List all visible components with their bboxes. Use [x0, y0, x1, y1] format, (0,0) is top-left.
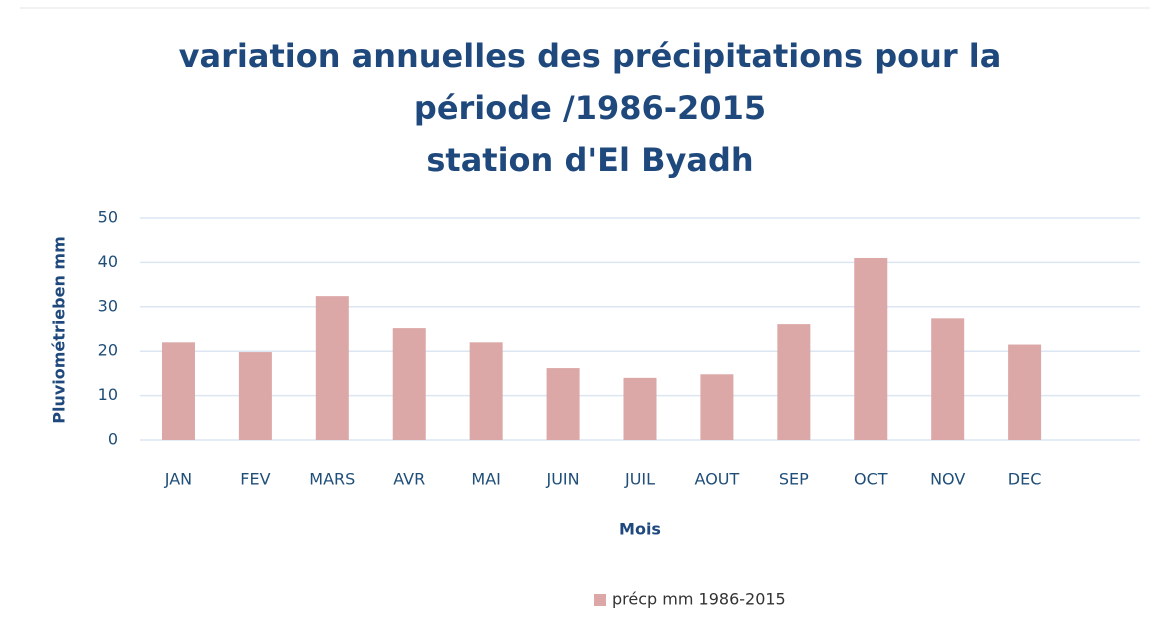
bar [1008, 344, 1042, 440]
x-tick-label: OCT [854, 470, 888, 489]
chart-title: période /1986-2015 [414, 89, 766, 127]
x-tick-label: SEP [779, 470, 809, 489]
bar [392, 328, 426, 440]
y-axis-title: Pluviométrieben mm [50, 236, 69, 424]
bar [161, 342, 195, 440]
y-tick-label: 30 [98, 296, 118, 315]
bar [469, 342, 503, 440]
x-tick-label: JUIL [624, 470, 655, 489]
chart-title: variation annuelles des précipitations p… [179, 37, 1002, 75]
legend-label: précp mm 1986-2015 [612, 590, 786, 609]
bar [623, 377, 657, 440]
x-axis-title: Mois [619, 520, 661, 539]
y-tick-label: 40 [98, 252, 118, 271]
legend-swatch [594, 594, 606, 606]
x-tick-label: MAI [471, 470, 500, 489]
x-tick-label: AVR [393, 470, 425, 489]
bar [546, 368, 580, 440]
bar [315, 296, 349, 440]
x-tick-label: JUIN [546, 470, 580, 489]
y-tick-label: 0 [108, 430, 118, 449]
y-tick-label: 20 [98, 341, 118, 360]
y-tick-label: 10 [98, 385, 118, 404]
x-tick-label: FEV [240, 470, 270, 489]
bar [700, 374, 734, 440]
x-tick-label: JAN [164, 470, 192, 489]
x-tick-label: NOV [930, 470, 965, 489]
bar [854, 257, 888, 440]
bar [238, 352, 272, 440]
bar [931, 318, 965, 440]
x-tick-label: AOUT [695, 470, 740, 489]
chart-title: station d'El Byadh [426, 141, 753, 179]
bar [777, 324, 811, 440]
x-tick-label: DEC [1008, 470, 1042, 489]
x-tick-label: MARS [309, 470, 355, 489]
y-tick-label: 50 [98, 208, 118, 227]
